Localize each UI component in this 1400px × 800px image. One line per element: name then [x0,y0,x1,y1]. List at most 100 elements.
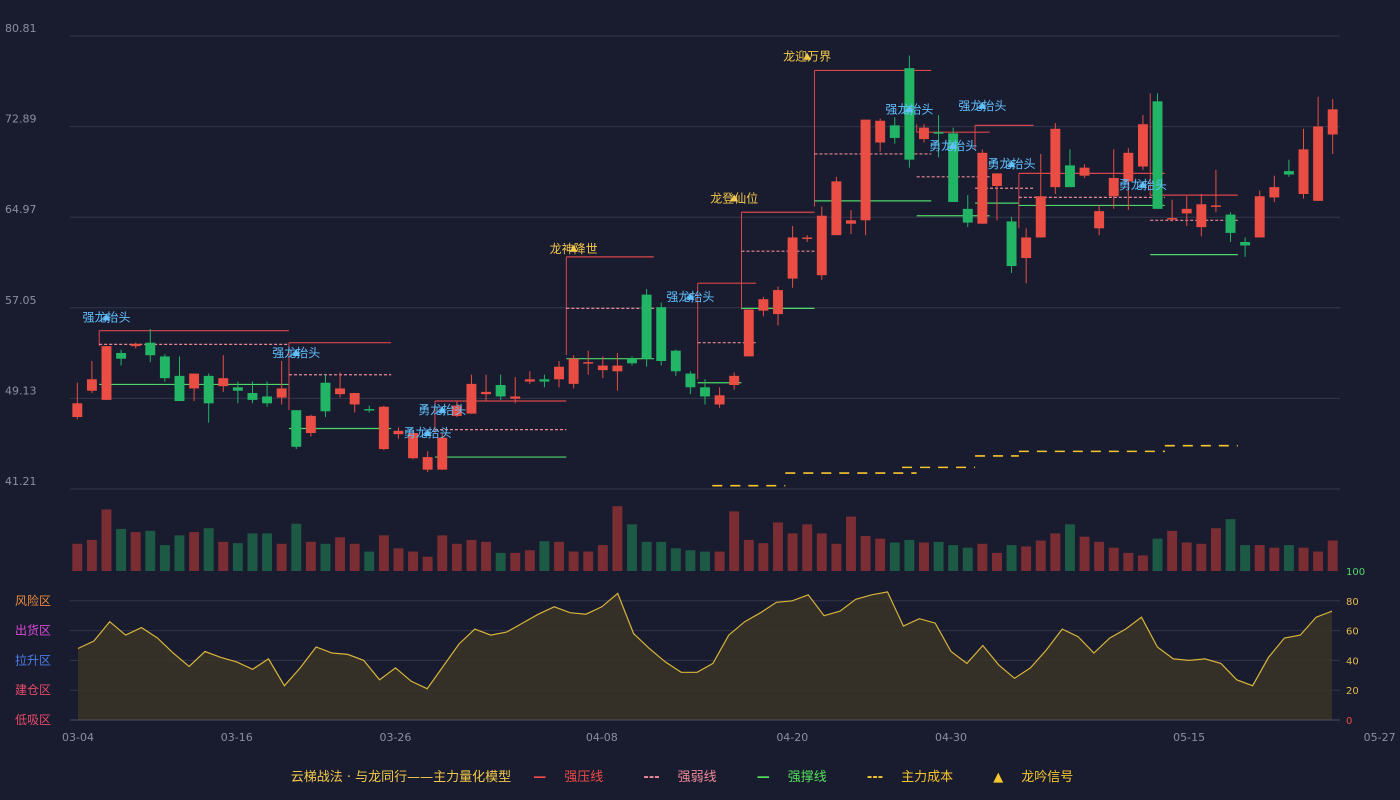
candle-body [860,119,871,221]
candle-body [656,307,667,361]
candle-body [116,352,127,359]
volume-bar [612,506,623,571]
legend-item-weak: --- 强弱线 [643,770,734,785]
candle-body [977,152,988,224]
volume-bar [451,543,462,571]
volume-bar [627,524,637,571]
candle-body [262,396,273,404]
volume-bar [262,533,273,571]
candle-body [568,358,579,384]
volume-bar [145,530,156,571]
candle-body [1254,196,1265,238]
signal-triangle-icon [1138,180,1147,188]
candle-body [203,375,214,404]
volume-bar [116,528,127,571]
volume-bar [846,516,856,571]
volume-bar [1240,545,1251,571]
zone-label: 风险区 [15,593,51,608]
legend-title: 云梯战法 · 与龙同行——主力量化模型 [290,770,512,785]
price-tick-label: 41.21 [5,475,37,488]
volume-bar [685,550,696,571]
volume-bar [422,556,433,571]
weak-line-swatch: --- [643,770,660,785]
candle-body [1240,242,1251,246]
volume-bar [1298,547,1309,571]
candle-body [174,375,185,402]
candle-body [422,457,433,470]
candle-body [408,433,419,459]
candle-body [1079,167,1090,176]
volume-bar [174,535,185,571]
candle-body [1196,204,1207,228]
volume-bar [364,551,375,571]
candle-body [349,393,360,405]
volume-bar [247,533,258,571]
oscillator-tick-label: 100 [1346,567,1365,578]
oscillator-tick-label: 0 [1346,716,1352,727]
volume-bar [1064,524,1075,571]
volume-bar [393,548,404,571]
candle-body [291,410,302,447]
legend-item-cost: --- 主力成本 [867,770,971,785]
legend-label-support: 强撑线 [787,770,827,785]
candle-body [904,68,915,160]
candle-body [1225,214,1236,233]
volume-bar [729,511,740,571]
volume-bar [743,539,754,571]
volume-bar [860,536,871,571]
candle-body [539,379,550,382]
candle-body [700,387,710,397]
volume-bar [816,533,827,571]
volume-bar [1225,519,1236,571]
legend-label-pressure: 强压线 [564,770,604,785]
candle-body [889,125,900,138]
volume-bar [919,542,929,571]
candle-body [481,391,491,395]
volume-bar [641,541,652,571]
candle-body [554,366,564,380]
candle-body [875,120,886,143]
candle-body [1269,187,1280,198]
x-tick-label: 03-16 [221,731,253,744]
candle-body [305,415,316,434]
candle-body [802,237,813,239]
volume-bar [437,535,448,571]
candle-body [72,403,83,418]
volume-bar [335,537,346,571]
candle-body [1327,109,1338,135]
price-tick-label: 72.89 [5,113,37,126]
volume-bar [72,543,83,571]
volume-bar [1108,547,1119,571]
signal-triangle-icon [1007,160,1016,168]
volume-bar [670,548,681,571]
candle-body [597,365,608,371]
volume-bar [933,541,944,571]
volume-bar [1021,546,1032,571]
volume-bar [1050,533,1061,571]
price-tick-label: 49.13 [5,384,37,397]
candle-body [1123,152,1134,182]
candle-body [335,388,346,395]
legend-item-support: — 强撑线 [757,770,845,785]
candle-body [101,346,112,400]
signal-triangle-icon [730,194,739,202]
x-tick-label: 03-26 [379,731,411,744]
price-tick-label: 64.97 [5,203,37,216]
candle-body [991,173,1002,186]
price-tick-label: 57.05 [5,294,37,307]
signal-triangle-icon [423,429,432,437]
legend-label-weak: 强弱线 [677,770,717,785]
volume-bar [597,545,608,571]
support-line-swatch: — [756,770,770,785]
candle-body [1210,205,1221,207]
signal-triangle-icon [292,348,301,356]
candle-body [232,387,243,391]
volume-bar [378,535,389,571]
volume-bar [1167,530,1178,571]
volume-bar [889,542,900,571]
candle-body [524,379,535,382]
candle-body [1006,221,1017,267]
volume-bar [1152,538,1163,571]
volume-bar [583,551,594,571]
volume-bar [305,541,316,571]
